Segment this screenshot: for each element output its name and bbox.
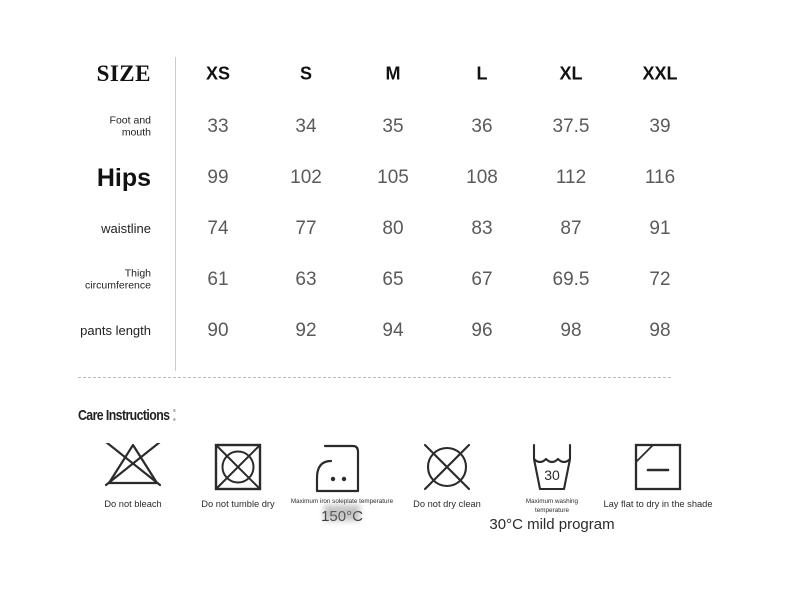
svg-text:30: 30 (544, 467, 560, 483)
